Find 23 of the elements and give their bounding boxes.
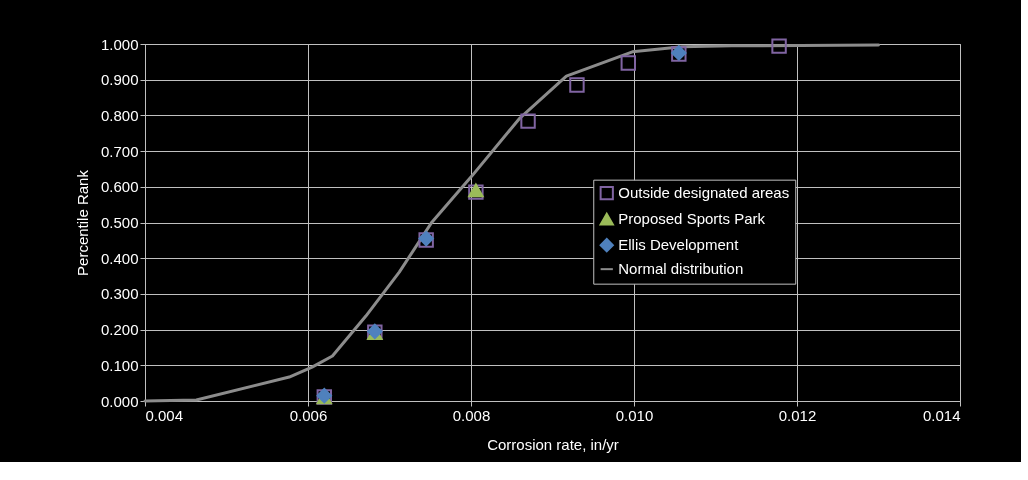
legend-label: Normal distribution <box>618 260 744 278</box>
y-tick-label: 0.600 <box>100 178 139 196</box>
legend-label: Proposed Sports Park <box>618 210 766 228</box>
x-axis-title: Corrosion rate, in/yr <box>487 435 619 453</box>
y-tick-label: 1.000 <box>100 35 139 53</box>
x-tick-label: 0.004 <box>145 406 184 424</box>
y-tick-label: 0.300 <box>100 285 139 303</box>
y-tick-label: 0.100 <box>100 356 139 374</box>
x-tick-label: 0.010 <box>615 406 654 424</box>
y-tick-label: 0.900 <box>100 71 139 89</box>
y-tick-label: 0.200 <box>100 321 139 339</box>
legend-label: Outside designated areas <box>618 184 790 202</box>
x-tick-label: 0.012 <box>778 406 817 424</box>
y-axis-title: Percentile Rank <box>73 169 91 276</box>
y-tick-label: 0.400 <box>100 249 139 267</box>
y-tick-label: 0.500 <box>100 214 139 231</box>
x-tick-label: 0.008 <box>452 406 491 424</box>
x-tick-label: 0.006 <box>289 406 328 424</box>
y-tick-label: 0.800 <box>100 106 139 124</box>
x-tick-label: 0.014 <box>922 406 961 424</box>
y-tick-label: 0.000 <box>100 392 139 410</box>
y-tick-label: 0.700 <box>100 142 139 160</box>
legend-label: Ellis Development <box>618 236 740 254</box>
